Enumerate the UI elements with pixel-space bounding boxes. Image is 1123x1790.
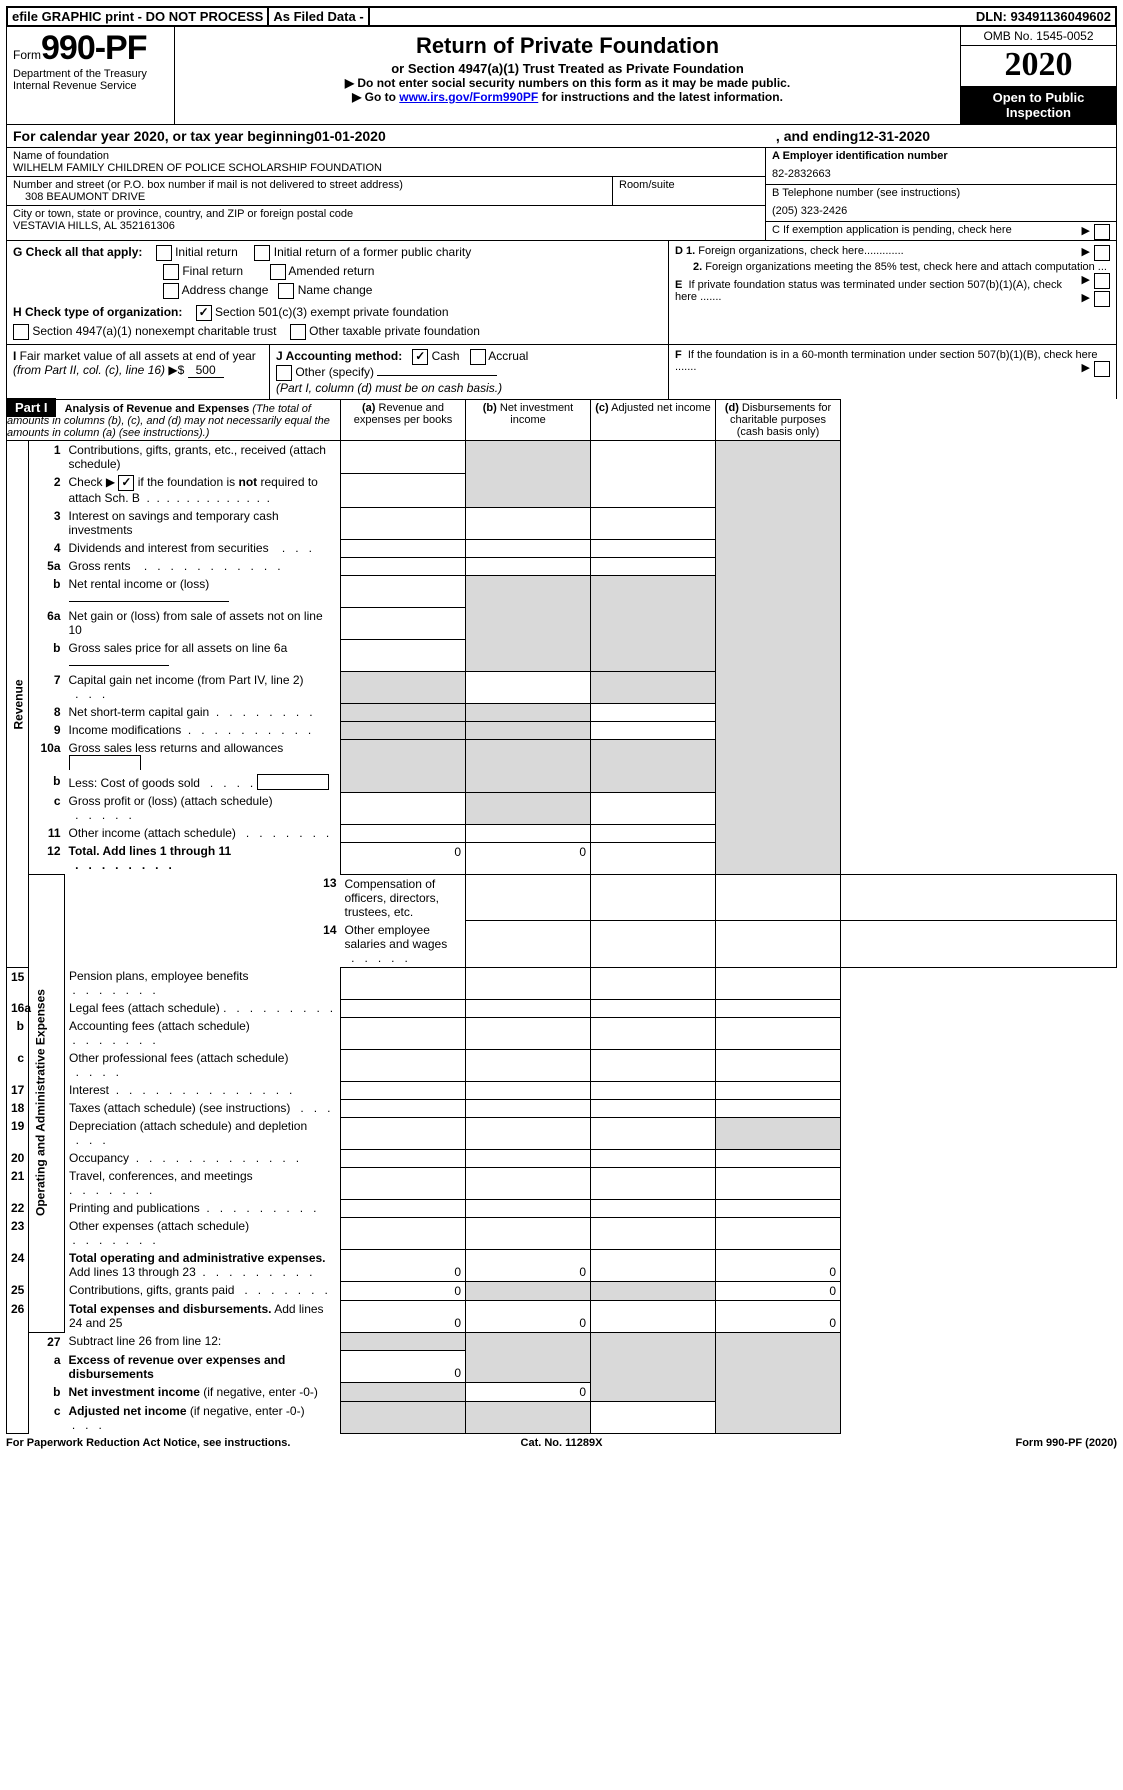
tax-year-begin: 01-01-2020 — [314, 128, 386, 144]
top-strip: efile GRAPHIC print - DO NOT PROCESS As … — [6, 6, 1117, 27]
catalog-number: Cat. No. 11289X — [376, 1437, 746, 1449]
checkbox-amended[interactable] — [270, 264, 286, 280]
checkbox-initial-former[interactable] — [254, 245, 270, 261]
checkbox-c[interactable] — [1094, 224, 1110, 240]
checkbox-f[interactable] — [1094, 361, 1110, 377]
tax-year: 2020 — [961, 46, 1116, 86]
city-state-zip: VESTAVIA HILLS, AL 352161306 — [13, 220, 759, 232]
dln: DLN: 93491136049602 — [972, 8, 1115, 25]
checkbox-schb[interactable]: ✓ — [118, 475, 134, 491]
section-g-d: G Check all that apply: Initial return I… — [6, 241, 1117, 345]
line12-b: 0 — [466, 842, 591, 874]
entity-block: Name of foundation WILHELM FAMILY CHILDR… — [6, 148, 1117, 241]
room-suite-label: Room/suite — [619, 179, 759, 191]
exemption-pending-box: C If exemption application is pending, c… — [766, 222, 1116, 238]
fmv-value: 500 — [188, 363, 224, 378]
phone-value: (205) 323-2426 — [772, 199, 1110, 219]
address-row: Number and street (or P.O. box number if… — [7, 177, 765, 206]
checkbox-accrual[interactable] — [470, 349, 486, 365]
form-subtitle: or Section 4947(a)(1) Trust Treated as P… — [179, 61, 956, 76]
page-footer: For Paperwork Reduction Act Notice, see … — [6, 1434, 1117, 1449]
irs-label: Internal Revenue Service — [13, 80, 168, 92]
opexp-side-label: Operating and Administrative Expenses — [29, 874, 65, 1332]
col-b-header: (b) Net investment income — [466, 400, 591, 441]
col-a-header: (a) Revenue and expenses per books — [341, 400, 466, 441]
header-title-block: Return of Private Foundation or Section … — [175, 27, 960, 124]
col-d-header: (d) Disbursements for charitable purpose… — [716, 400, 841, 441]
checkbox-name-change[interactable] — [278, 283, 294, 299]
asfiled-label: As Filed Data - — [269, 8, 369, 25]
checkbox-other-taxable[interactable] — [290, 324, 306, 340]
checkbox-final[interactable] — [163, 264, 179, 280]
ein-value: 82-2832663 — [772, 162, 1110, 182]
line26-d: 0 — [716, 1300, 841, 1332]
line24-a: 0 — [341, 1249, 466, 1281]
form-header: Form990-PF Department of the Treasury In… — [6, 27, 1117, 124]
header-right: OMB No. 1545-0052 2020 Open to Public In… — [960, 27, 1116, 124]
col-c-header: (c) Adjusted net income — [591, 400, 716, 441]
form-ref: Form 990-PF (2020) — [747, 1437, 1117, 1449]
calendar-year-row: For calendar year 2020, or tax year begi… — [6, 124, 1117, 148]
checkbox-d1[interactable] — [1094, 245, 1110, 261]
ssn-warning: ▶ Do not enter social security numbers o… — [179, 76, 956, 90]
line27b-b: 0 — [466, 1383, 591, 1402]
phone-box: B Telephone number (see instructions) (2… — [766, 185, 1116, 222]
section-i: I Fair market value of all assets at end… — [7, 345, 270, 399]
section-i-j-f: I Fair market value of all assets at end… — [6, 345, 1117, 399]
checkbox-address[interactable] — [163, 283, 179, 299]
tax-year-end: 12-31-2020 — [858, 128, 930, 144]
header-left: Form990-PF Department of the Treasury In… — [7, 27, 175, 124]
line26-b: 0 — [466, 1300, 591, 1332]
foundation-name: WILHELM FAMILY CHILDREN OF POLICE SCHOLA… — [13, 162, 759, 174]
form-title: Return of Private Foundation — [179, 33, 956, 59]
line26-a: 0 — [341, 1300, 466, 1332]
city-row: City or town, state or province, country… — [7, 206, 765, 234]
checkbox-d2[interactable] — [1094, 273, 1110, 289]
line24-d: 0 — [716, 1249, 841, 1281]
line24-b: 0 — [466, 1249, 591, 1281]
street-address: 308 BEAUMONT DRIVE — [13, 191, 606, 203]
ein-box: A Employer identification number 82-2832… — [766, 148, 1116, 185]
section-j: J Accounting method: ✓ Cash Accrual Othe… — [270, 345, 668, 399]
foundation-name-box: Name of foundation WILHELM FAMILY CHILDR… — [7, 148, 765, 177]
part1-table: Part I Analysis of Revenue and Expenses … — [6, 399, 1117, 1434]
line25-d: 0 — [716, 1281, 841, 1300]
efile-label: efile GRAPHIC print - DO NOT PROCESS — [8, 8, 269, 25]
checkbox-e[interactable] — [1094, 291, 1110, 307]
revenue-side-label: Revenue — [7, 441, 29, 968]
checkbox-501c3[interactable]: ✓ — [196, 305, 212, 321]
checkbox-other-method[interactable] — [276, 365, 292, 381]
form-number: Form990-PF — [13, 29, 168, 68]
section-f: F If the foundation is in a 60-month ter… — [668, 345, 1116, 399]
goto-link-line: ▶ Go to www.irs.gov/Form990PF for instru… — [179, 90, 956, 104]
irs-link[interactable]: www.irs.gov/Form990PF — [399, 90, 538, 104]
line27a-a: 0 — [341, 1351, 466, 1383]
paperwork-notice: For Paperwork Reduction Act Notice, see … — [6, 1437, 376, 1449]
omb-number: OMB No. 1545-0052 — [961, 27, 1116, 46]
checkbox-initial-return[interactable] — [156, 245, 172, 261]
section-d-e: D 1. D 1. Foreign organizations, check h… — [668, 241, 1116, 344]
checkbox-cash[interactable]: ✓ — [412, 349, 428, 365]
open-to-public: Open to Public Inspection — [961, 86, 1116, 124]
checkbox-4947a1[interactable] — [13, 324, 29, 340]
section-g: G Check all that apply: Initial return I… — [7, 241, 668, 344]
treasury-dept: Department of the Treasury — [13, 68, 168, 80]
line25-a: 0 — [341, 1281, 466, 1300]
line12-a: 0 — [341, 842, 466, 874]
